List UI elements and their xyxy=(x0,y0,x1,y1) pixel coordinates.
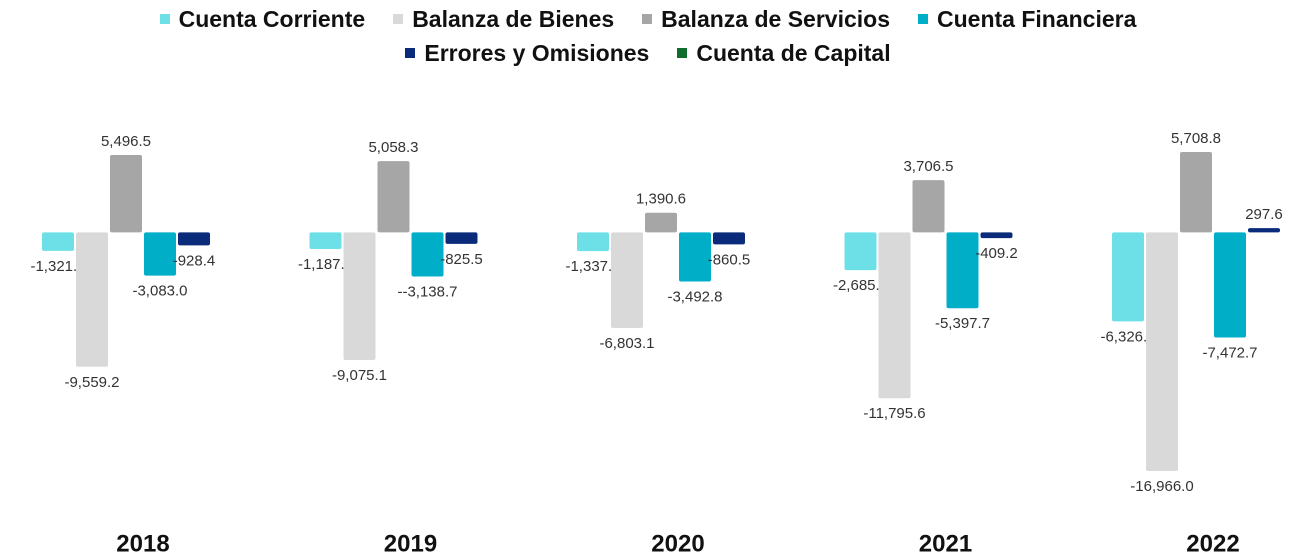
bar xyxy=(377,161,410,233)
data-label: -5,397.7 xyxy=(935,315,990,332)
bar xyxy=(844,232,877,271)
data-label: 1,390.6 xyxy=(636,191,686,208)
data-label: -1,321.5 xyxy=(30,258,85,275)
bar xyxy=(713,232,745,245)
legend-swatch xyxy=(642,14,653,24)
data-label: -16,966.0 xyxy=(1130,478,1193,495)
bar xyxy=(445,232,478,244)
bar xyxy=(1180,152,1212,233)
data-label: 5,496.5 xyxy=(101,133,151,150)
data-label: 5,708.8 xyxy=(1171,130,1221,147)
bar xyxy=(912,180,945,233)
legend-label: Cuenta de Capital xyxy=(696,40,891,66)
data-label: -860.5 xyxy=(708,251,751,268)
data-label: 297.6 xyxy=(1245,206,1283,223)
data-label: -9,075.1 xyxy=(332,367,387,384)
data-label: -7,472.7 xyxy=(1202,344,1257,361)
legend-item: Cuenta Financiera xyxy=(918,4,1136,34)
data-label: -409.2 xyxy=(975,245,1018,262)
legend-swatch xyxy=(918,14,928,24)
legend-item: Balanza de Bienes xyxy=(393,4,614,34)
x-tick-label: 2019 xyxy=(384,530,437,557)
legend: Cuenta Corriente Balanza de Bienes Balanza… xyxy=(48,4,1248,68)
bar xyxy=(1248,228,1280,233)
legend-label: Errores y Omisiones xyxy=(424,40,650,66)
bar xyxy=(611,232,643,329)
data-label: -11,795.6 xyxy=(863,405,925,422)
bar xyxy=(577,232,609,252)
legend-swatch xyxy=(159,14,170,24)
legend-label: Cuenta Financiera xyxy=(937,6,1137,32)
bar xyxy=(946,232,979,309)
data-label: -3,083.0 xyxy=(132,283,187,300)
bar xyxy=(343,232,376,360)
data-label: -3,492.8 xyxy=(667,288,722,305)
data-label: -9,559.2 xyxy=(64,374,119,391)
x-tick-label: 2020 xyxy=(651,530,704,557)
bar xyxy=(144,232,176,276)
data-label: -825.5 xyxy=(440,251,483,268)
bar xyxy=(878,232,911,399)
data-label: --3,138.7 xyxy=(397,283,457,300)
legend-item: Cuenta de Capital xyxy=(677,38,891,68)
bar xyxy=(411,232,444,277)
legend-item: Errores y Omisiones xyxy=(405,38,649,68)
legend-swatch xyxy=(405,48,416,58)
x-tick-label: 2018 xyxy=(116,530,169,557)
legend-label: Cuenta Corriente xyxy=(178,6,366,32)
bar xyxy=(1112,232,1144,322)
x-tick-label: 2021 xyxy=(919,530,972,557)
legend-item: Balanza de Servicios xyxy=(642,4,890,34)
data-label: 5,058.3 xyxy=(368,139,418,156)
bar xyxy=(980,232,1013,239)
legend-swatch xyxy=(677,48,688,58)
x-tick-label: 2022 xyxy=(1186,530,1239,557)
legend-label: Balanza de Bienes xyxy=(412,6,615,32)
data-label: 3,706.5 xyxy=(903,158,953,175)
bar xyxy=(110,154,142,233)
bar xyxy=(645,212,677,233)
bar xyxy=(76,232,108,367)
bar xyxy=(42,232,74,251)
data-label: -1,337.3 xyxy=(565,258,620,275)
bar xyxy=(309,232,342,250)
data-label: -6,326.8 xyxy=(1100,328,1155,345)
legend-item: Cuenta Corriente xyxy=(159,4,366,34)
legend-swatch xyxy=(393,14,404,24)
data-label: -6,803.1 xyxy=(599,335,654,352)
bar xyxy=(1214,232,1246,338)
data-label: -928.4 xyxy=(173,252,216,269)
bar xyxy=(679,232,711,282)
bar xyxy=(178,232,210,246)
legend-label: Balanza de Servicios xyxy=(661,6,890,32)
data-label: -1,187.9 xyxy=(298,256,353,273)
bar xyxy=(1146,232,1178,471)
data-label: -2,685.3 xyxy=(833,277,888,294)
